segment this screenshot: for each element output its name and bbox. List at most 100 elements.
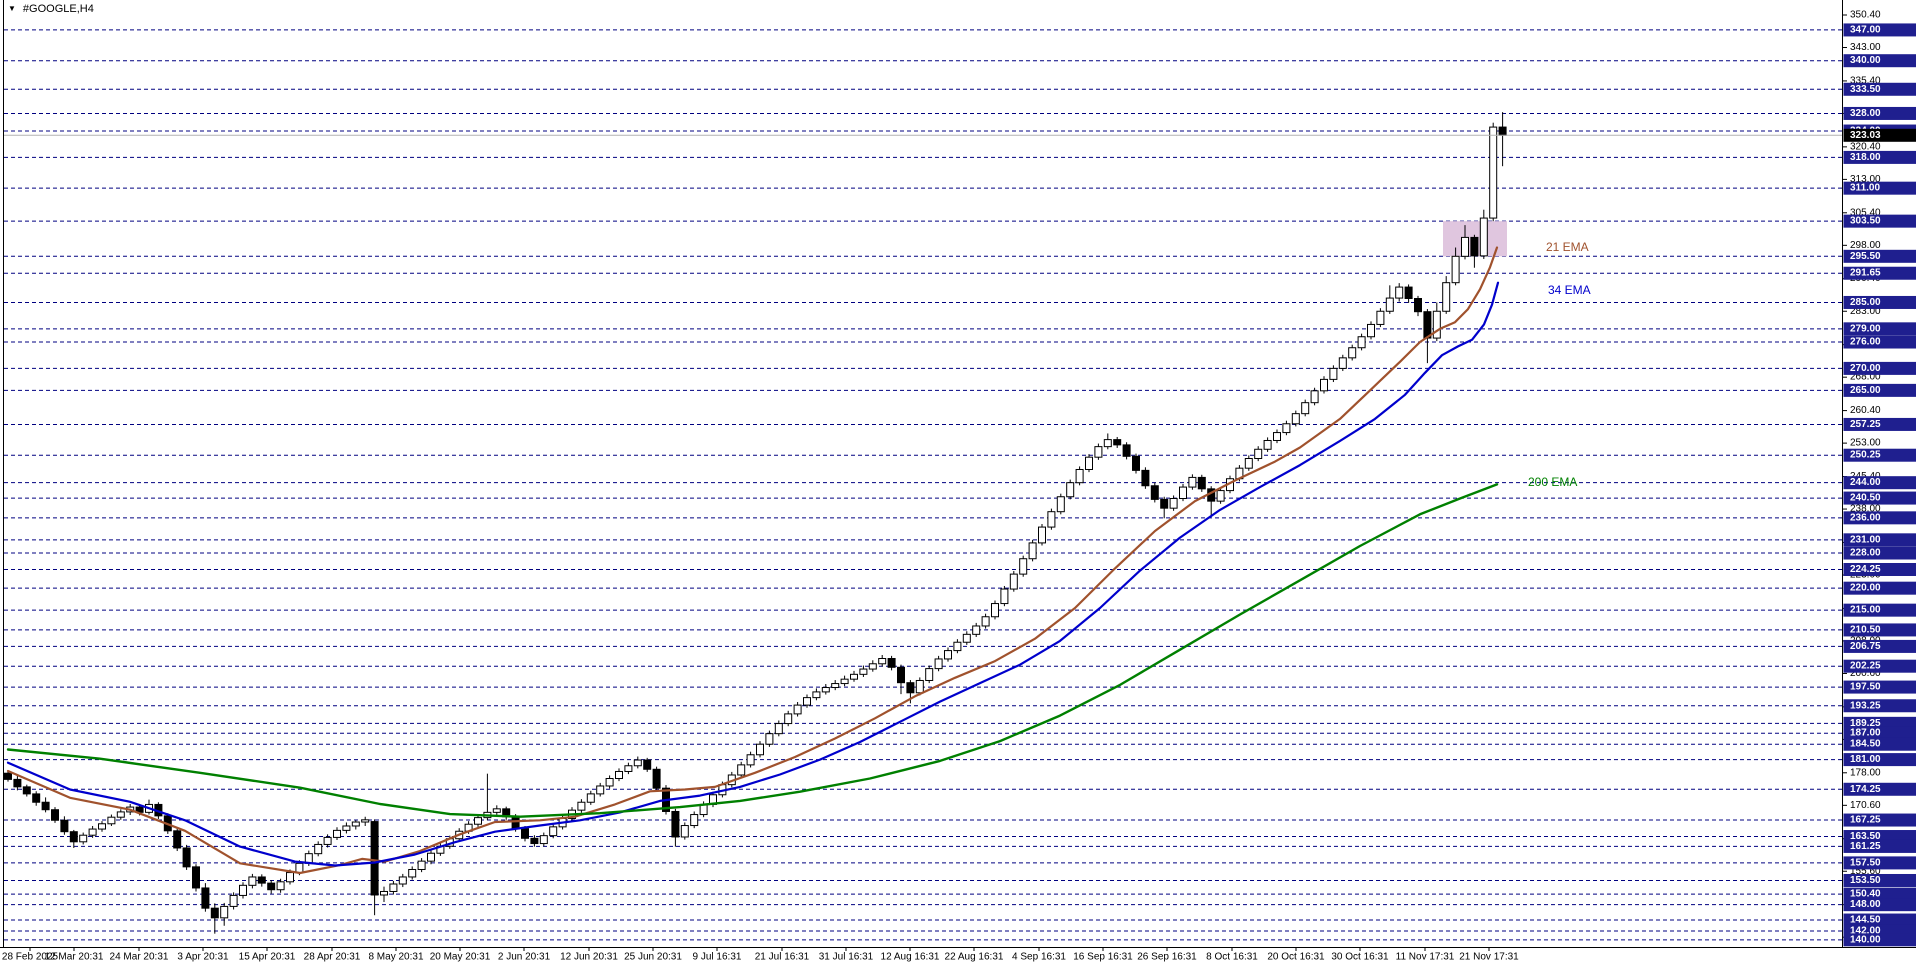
- candle-body: [577, 801, 586, 811]
- price-level-badge: [1843, 106, 1916, 120]
- time-tick-label: 8 Oct 16:31: [1206, 952, 1258, 963]
- candle-body: [1357, 336, 1366, 349]
- price-level-badge-label: 181.00: [1850, 754, 1881, 765]
- candle-body: [1038, 526, 1046, 544]
- candle-body: [831, 683, 840, 689]
- candle-body: [1103, 439, 1112, 448]
- candle-body: [605, 778, 614, 787]
- candle-body: [1075, 468, 1084, 484]
- candle-body: [868, 663, 877, 670]
- price-level-badge-label: 189.25: [1850, 718, 1881, 729]
- price-level-badge: [1843, 887, 1916, 901]
- candle-body: [596, 785, 605, 795]
- candle-body: [220, 905, 229, 919]
- price-tick-label: 320.40: [1850, 141, 1881, 152]
- symbol-title-text: #GOOGLE,H4: [22, 3, 94, 15]
- candle-body: [1047, 511, 1056, 528]
- candle-body: [1451, 255, 1460, 284]
- candle-body: [586, 793, 595, 803]
- candle-body: [793, 704, 802, 715]
- price-level-badge-label: 174.25: [1850, 784, 1881, 795]
- candle-body: [737, 764, 746, 776]
- candle-body: [380, 890, 388, 896]
- price-level-badge: [1843, 753, 1916, 767]
- candle-body: [915, 679, 924, 694]
- candle-body: [1160, 498, 1169, 509]
- candle-body: [32, 793, 41, 803]
- time-tick-label: 4 Sep 16:31: [1012, 952, 1066, 963]
- price-level-badge-label: 153.50: [1850, 875, 1881, 886]
- candle-body: [342, 825, 351, 831]
- candle-body: [1348, 347, 1357, 359]
- price-level-badge-label: 220.00: [1850, 583, 1881, 594]
- candle-body: [276, 881, 285, 891]
- price-level-badge: [1843, 214, 1916, 228]
- price-tick-label: 313.00: [1850, 174, 1881, 185]
- ema-line: [6, 483, 1499, 818]
- price-level-badge-label: 144.50: [1850, 915, 1881, 926]
- candle-body: [765, 733, 774, 745]
- price-level-badge-label: 187.00: [1850, 728, 1881, 739]
- candle-body: [474, 817, 482, 825]
- price-level-badge-label: 265.00: [1850, 385, 1881, 396]
- candle-body: [210, 907, 219, 919]
- price-level-badge-label: 148.00: [1850, 899, 1881, 910]
- price-level-badge-label: 210.50: [1850, 624, 1881, 635]
- candle-body: [1291, 413, 1300, 425]
- price-level-badge: [1843, 491, 1916, 505]
- candle-body: [398, 876, 407, 885]
- time-tick-label: 31 Jul 16:31: [819, 952, 874, 963]
- candle-body: [652, 768, 661, 789]
- price-level-badge-label: 340.00: [1850, 55, 1881, 66]
- ema-label: 21 EMA: [1546, 240, 1589, 254]
- candle-body: [897, 666, 905, 684]
- price-tick-label: 343.00: [1850, 42, 1881, 53]
- candle-body: [1244, 458, 1253, 469]
- price-level-badge-label: 295.50: [1850, 251, 1881, 262]
- candle-body: [323, 836, 332, 845]
- price-level-badge: [1843, 639, 1916, 653]
- price-scale[interactable]: 350.40 343.00 335.40 328.00 320.40 313.00 305.…: [1843, 9, 1916, 947]
- price-level-badge: [1843, 898, 1916, 912]
- price-level-badge-label: 206.75: [1850, 641, 1881, 652]
- candle-body: [1376, 310, 1385, 325]
- candle-body: [1169, 498, 1178, 509]
- candle-body: [1301, 402, 1310, 415]
- price-level-badge: [1843, 383, 1916, 397]
- candle-body: [1254, 448, 1263, 460]
- candle-body: [511, 816, 520, 830]
- candle-body: [549, 826, 558, 837]
- candle-body: [981, 616, 990, 627]
- time-tick-label: 15 Apr 20:31: [239, 952, 296, 963]
- price-level-badge: [1843, 913, 1916, 927]
- candle-body: [887, 658, 896, 668]
- candle-body: [1122, 444, 1131, 457]
- grid-lines: [4, 29, 1842, 941]
- time-tick-label: 20 May 20:31: [430, 952, 491, 963]
- candle-body: [1470, 236, 1479, 257]
- candle-body: [1367, 323, 1375, 338]
- price-level-badge: [1843, 322, 1916, 336]
- price-level-badge: [1843, 249, 1916, 263]
- candle-body: [1461, 236, 1469, 257]
- candle-body: [671, 810, 680, 838]
- time-tick-label: 21 Jul 16:31: [755, 952, 810, 963]
- time-tick-label: 3 Apr 20:31: [177, 952, 229, 963]
- price-level-badge-label: 279.00: [1850, 323, 1881, 334]
- symbol-dropdown-icon[interactable]: ▼: [8, 4, 16, 13]
- price-level-badge: [1843, 933, 1916, 947]
- candle-body: [812, 691, 821, 699]
- price-level-badge: [1843, 54, 1916, 68]
- price-level-badge: [1843, 82, 1916, 96]
- candle-body: [389, 883, 398, 892]
- price-level-badge-label: 184.50: [1850, 739, 1881, 750]
- candle-body: [1150, 485, 1159, 500]
- ema-label: 34 EMA: [1548, 283, 1591, 297]
- candle-body: [1282, 423, 1291, 434]
- candle-body: [1423, 311, 1432, 339]
- time-tick-label: 8 May 20:31: [368, 952, 423, 963]
- price-level-badge-label: 303.50: [1850, 216, 1881, 227]
